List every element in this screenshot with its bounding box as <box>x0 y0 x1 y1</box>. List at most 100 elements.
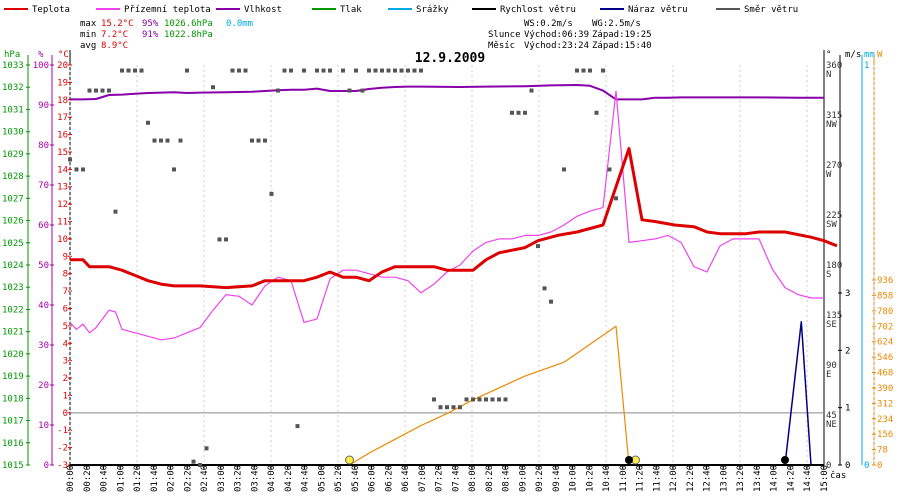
wind-dir-point <box>139 68 144 73</box>
wind-dir-point <box>529 88 534 93</box>
x-tick: 10:00 <box>569 465 579 492</box>
hpa-tick: 1023 <box>2 283 24 293</box>
plot-area <box>68 68 838 467</box>
wind-dir-point <box>393 68 397 73</box>
temp-tick: 1 <box>63 391 68 401</box>
dir-card: NE <box>826 420 837 430</box>
dir-tick: 135 <box>826 311 842 321</box>
wind-wg: WG:2.5m/s <box>592 19 641 29</box>
hpa-tick: 1017 <box>2 417 24 427</box>
wind-ws: WS:0.2m/s <box>524 19 573 29</box>
wind-dir-point <box>302 68 306 73</box>
x-tick: 01:00 <box>116 465 126 492</box>
temp-tick: -1 <box>57 426 68 436</box>
hpa-unit: hPa <box>4 50 20 60</box>
w-tick: 546 <box>877 353 893 363</box>
x-tick: 01:20 <box>133 465 143 492</box>
ms-unit: m/s <box>845 50 861 60</box>
wind-dir-point <box>380 68 384 73</box>
wind-dir-point <box>581 68 586 73</box>
temp-tick: 5 <box>63 322 68 332</box>
temp-tick: 8 <box>63 270 68 280</box>
wind-dir-point <box>94 88 98 93</box>
temp-tick: 13 <box>57 183 68 193</box>
w-tick: 78 <box>877 446 888 456</box>
wind-dir-point <box>399 68 404 73</box>
hpa-tick: 1024 <box>2 261 24 271</box>
w-unit: W <box>877 50 883 60</box>
wind-dir-point <box>464 397 469 402</box>
wind-dir-point <box>458 405 462 410</box>
temp-tick: -3 <box>57 461 68 471</box>
x-tick: 02:00 <box>167 465 177 492</box>
hpa-tick: 1018 <box>2 394 24 404</box>
temp-tick: 3 <box>63 357 68 367</box>
moon-set: Západ:15:40 <box>592 41 652 51</box>
x-tick: 11:00 <box>619 465 629 492</box>
pct-tick: 10 <box>38 421 49 431</box>
mm-unit: mm <box>864 50 875 60</box>
wind-dir-point <box>575 68 579 73</box>
x-tick: 02:20 <box>183 465 193 492</box>
pct-tick: 70 <box>38 181 49 191</box>
temp-tick: 12 <box>57 200 68 210</box>
wind-dir-point <box>438 405 443 410</box>
dir-card: NW <box>826 120 837 130</box>
x-tick: 05:40 <box>351 465 361 492</box>
x-tick: 13:00 <box>719 465 729 492</box>
sun-label: Slunce <box>488 30 521 40</box>
stat-min-label: min <box>80 30 96 40</box>
series-solar <box>70 325 824 466</box>
wind-dir-point <box>289 68 293 73</box>
x-tick: 12:20 <box>686 465 696 492</box>
temp-tick: 18 <box>57 96 68 106</box>
x-tick: 14:20 <box>786 465 796 492</box>
stat-max-label: max <box>80 19 97 29</box>
x-tick: 04:20 <box>284 465 294 492</box>
wind-dir-point <box>113 209 118 214</box>
legend-label-7: Směr větru <box>744 5 798 15</box>
wind-dir-point <box>100 88 105 93</box>
w-tick: 624 <box>877 338 893 348</box>
x-tick: 09:40 <box>552 465 562 492</box>
wind-dir-point <box>217 237 222 242</box>
temp-tick: 2 <box>63 374 68 384</box>
hpa-tick: 1033 <box>2 61 24 71</box>
wind-dir-point <box>87 88 92 93</box>
x-tick: 14:00 <box>770 465 780 492</box>
dir-card: E <box>826 370 831 380</box>
wind-dir-point <box>198 463 202 467</box>
wind-dir-point <box>360 88 365 93</box>
x-tick: 01:40 <box>150 465 160 492</box>
wind-dir-point <box>471 397 475 402</box>
wind-dir-point <box>477 397 482 402</box>
wind-dir-point <box>354 68 358 73</box>
pct-tick: 0 <box>44 461 49 471</box>
wind-dir-point <box>503 397 508 402</box>
x-tick: 09:00 <box>518 465 528 492</box>
wind-dir-point <box>536 244 540 249</box>
mm-tick: 0 <box>864 461 869 471</box>
x-tick: 08:40 <box>502 465 512 492</box>
axes: hPa% °C ° m/s mm W103310321031103010291028102… <box>2 50 893 492</box>
x-tick: 13:20 <box>736 465 746 492</box>
wind-dir-point <box>107 88 111 93</box>
x-tick: 06:40 <box>401 465 411 492</box>
series-humidity <box>70 84 824 101</box>
pct-tick: 50 <box>38 261 49 271</box>
sun-moon-markers <box>345 455 789 465</box>
wind-dir-point <box>490 397 495 402</box>
wind-dir-point <box>373 68 378 73</box>
wind-dir-point <box>347 88 352 93</box>
hpa-tick: 1028 <box>2 172 24 182</box>
moon-label: Měsíc <box>488 41 515 51</box>
pct-tick: 80 <box>38 141 49 151</box>
wind-dir-point <box>276 88 280 93</box>
wind-dir-point <box>185 68 189 73</box>
w-tick: 468 <box>877 369 893 379</box>
wind-dir-point <box>315 68 319 73</box>
pct-tick: 90 <box>38 101 49 111</box>
legend-label-2: Vlhkost <box>244 5 282 15</box>
hpa-tick: 1019 <box>2 372 24 382</box>
stat-min-press: 1022.8hPa <box>164 30 213 40</box>
